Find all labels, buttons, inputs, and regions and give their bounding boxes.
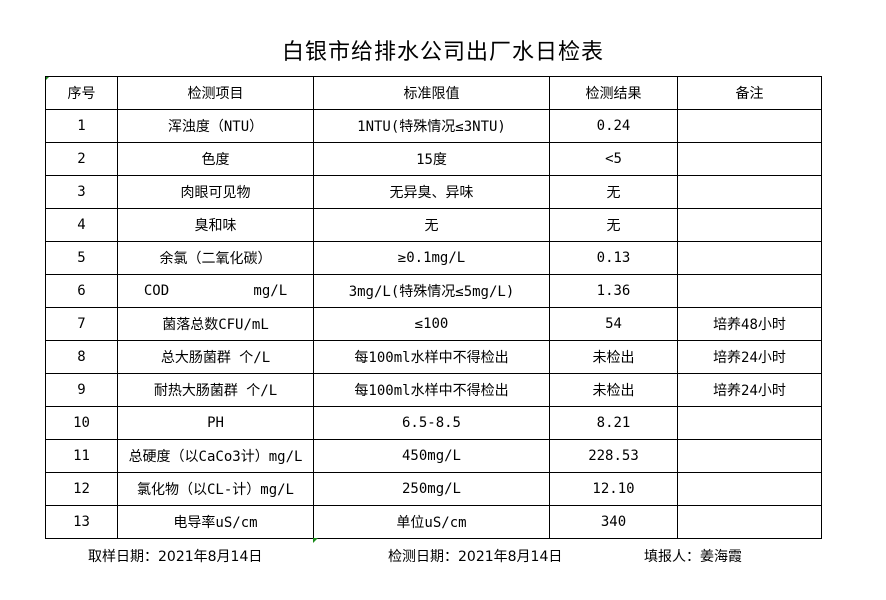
cell-standard: 15度 — [313, 142, 550, 176]
cell-index: 10 — [45, 406, 118, 440]
cell-item: 余氯（二氧化碳） — [117, 241, 314, 275]
cell-index: 9 — [45, 373, 118, 407]
cell-index: 4 — [45, 208, 118, 242]
table-row: 1 浑浊度（NTU） 1NTU(特殊情况≤3NTU) 0.24 — [45, 109, 822, 143]
cell-result: 未检出 — [549, 340, 678, 374]
cell-result: 无 — [549, 208, 678, 242]
page-title: 白银市给排水公司出厂水日检表 — [281, 40, 604, 65]
cell-remark — [677, 109, 822, 143]
header-remark: 备注 — [677, 76, 822, 110]
cell-remark — [677, 142, 822, 176]
cell-item: COD mg/L — [117, 274, 314, 308]
cell-standard: 6.5-8.5 — [313, 406, 550, 440]
cell-index: 2 — [45, 142, 118, 176]
cell-item: 耐热大肠菌群 个/L — [117, 373, 314, 407]
test-date: 检测日期：2021年8月14日 — [388, 549, 563, 565]
cell-remark: 培养48小时 — [677, 307, 822, 341]
cell-result: 0.13 — [549, 241, 678, 275]
cell-result: 54 — [549, 307, 678, 341]
cell-remark: 培养24小时 — [677, 373, 822, 407]
cell-item: 菌落总数CFU/mL — [117, 307, 314, 341]
cell-item: 总硬度（以CaCo3计）mg/L — [117, 439, 314, 473]
table-row: 2 色度 15度 <5 — [45, 142, 822, 176]
cell-remark — [677, 208, 822, 242]
cell-result: 228.53 — [549, 439, 678, 473]
cell-remark: 培养24小时 — [677, 340, 822, 374]
cell-index: 7 — [45, 307, 118, 341]
cell-index: 5 — [45, 241, 118, 275]
cell-standard: 无 — [313, 208, 550, 242]
cell-item: 电导率uS/cm — [117, 505, 314, 539]
table-row: 10 PH 6.5-8.5 8.21 — [45, 406, 822, 440]
reporter: 填报人：姜海霞 — [644, 549, 742, 565]
table-row: 12 氯化物（以CL-计）mg/L 250mg/L 12.10 — [45, 472, 822, 506]
cell-remark — [677, 274, 822, 308]
cell-index: 6 — [45, 274, 118, 308]
table-row: 6 COD mg/L 3mg/L(特殊情况≤5mg/L) 1.36 — [45, 274, 822, 308]
header-item: 检测项目 — [117, 76, 314, 110]
cell-remark — [677, 472, 822, 506]
sampling-date: 取样日期：2021年8月14日 — [88, 549, 263, 565]
cell-marker — [313, 538, 318, 543]
table-row: 13 电导率uS/cm 单位uS/cm 340 — [45, 505, 822, 539]
table-row: 5 余氯（二氧化碳） ≥0.1mg/L 0.13 — [45, 241, 822, 275]
cell-item: 浑浊度（NTU） — [117, 109, 314, 143]
cell-remark — [677, 175, 822, 209]
cell-standard: 每100ml水样中不得检出 — [313, 373, 550, 407]
cell-item: PH — [117, 406, 314, 440]
cell-result: 340 — [549, 505, 678, 539]
cell-remark — [677, 505, 822, 539]
cell-item: 色度 — [117, 142, 314, 176]
cell-remark — [677, 241, 822, 275]
cell-item: 总大肠菌群 个/L — [117, 340, 314, 374]
table-row: 4 臭和味无无 — [45, 208, 822, 242]
cell-result: 无 — [549, 175, 678, 209]
table-row: 11 总硬度（以CaCo3计）mg/L 450mg/L 228.53 — [45, 439, 822, 473]
table-header-row: 序号 检测项目 标准限值 检测结果 备注 — [45, 76, 822, 110]
cell-standard: 无异臭、异味 — [313, 175, 550, 209]
cell-result: <5 — [549, 142, 678, 176]
cell-item: 肉眼可见物 — [117, 175, 314, 209]
cell-standard: 250mg/L — [313, 472, 550, 506]
cell-index: 13 — [45, 505, 118, 539]
header-index: 序号 — [45, 76, 118, 110]
header-standard: 标准限值 — [313, 76, 550, 110]
cell-result: 0.24 — [549, 109, 678, 143]
table-row: 8 总大肠菌群 个/L 每100ml水样中不得检出 未检出 培养24小时 — [45, 340, 822, 374]
cell-index: 1 — [45, 109, 118, 143]
cell-remark — [677, 406, 822, 440]
table-row: 3 肉眼可见物 无异臭、异味无 — [45, 175, 822, 209]
cell-standard: 每100ml水样中不得检出 — [313, 340, 550, 374]
inspection-table: 序号 检测项目 标准限值 检测结果 备注 1 浑浊度（NTU） 1NTU(特殊情况≤… — [45, 76, 822, 539]
cell-index: 8 — [45, 340, 118, 374]
table-row: 9 耐热大肠菌群 个/L 每100ml水样中不得检出 未检出 培养24小时 — [45, 373, 822, 407]
cell-standard: ≤100 — [313, 307, 550, 341]
cell-standard: 3mg/L(特殊情况≤5mg/L) — [313, 274, 550, 308]
cell-item: 氯化物（以CL-计）mg/L — [117, 472, 314, 506]
cell-standard: 1NTU(特殊情况≤3NTU) — [313, 109, 550, 143]
cell-standard: ≥0.1mg/L — [313, 241, 550, 275]
cell-standard: 单位uS/cm — [313, 505, 550, 539]
cell-result: 未检出 — [549, 373, 678, 407]
cell-index: 11 — [45, 439, 118, 473]
cell-index: 12 — [45, 472, 118, 506]
cell-result: 1.36 — [549, 274, 678, 308]
cell-item: 臭和味 — [117, 208, 314, 242]
cell-result: 12.10 — [549, 472, 678, 506]
cell-result: 8.21 — [549, 406, 678, 440]
cell-remark — [677, 439, 822, 473]
table-row: 7 菌落总数CFU/mL ≤100 54 培养48小时 — [45, 307, 822, 341]
cell-index: 3 — [45, 175, 118, 209]
header-result: 检测结果 — [549, 76, 678, 110]
cell-standard: 450mg/L — [313, 439, 550, 473]
